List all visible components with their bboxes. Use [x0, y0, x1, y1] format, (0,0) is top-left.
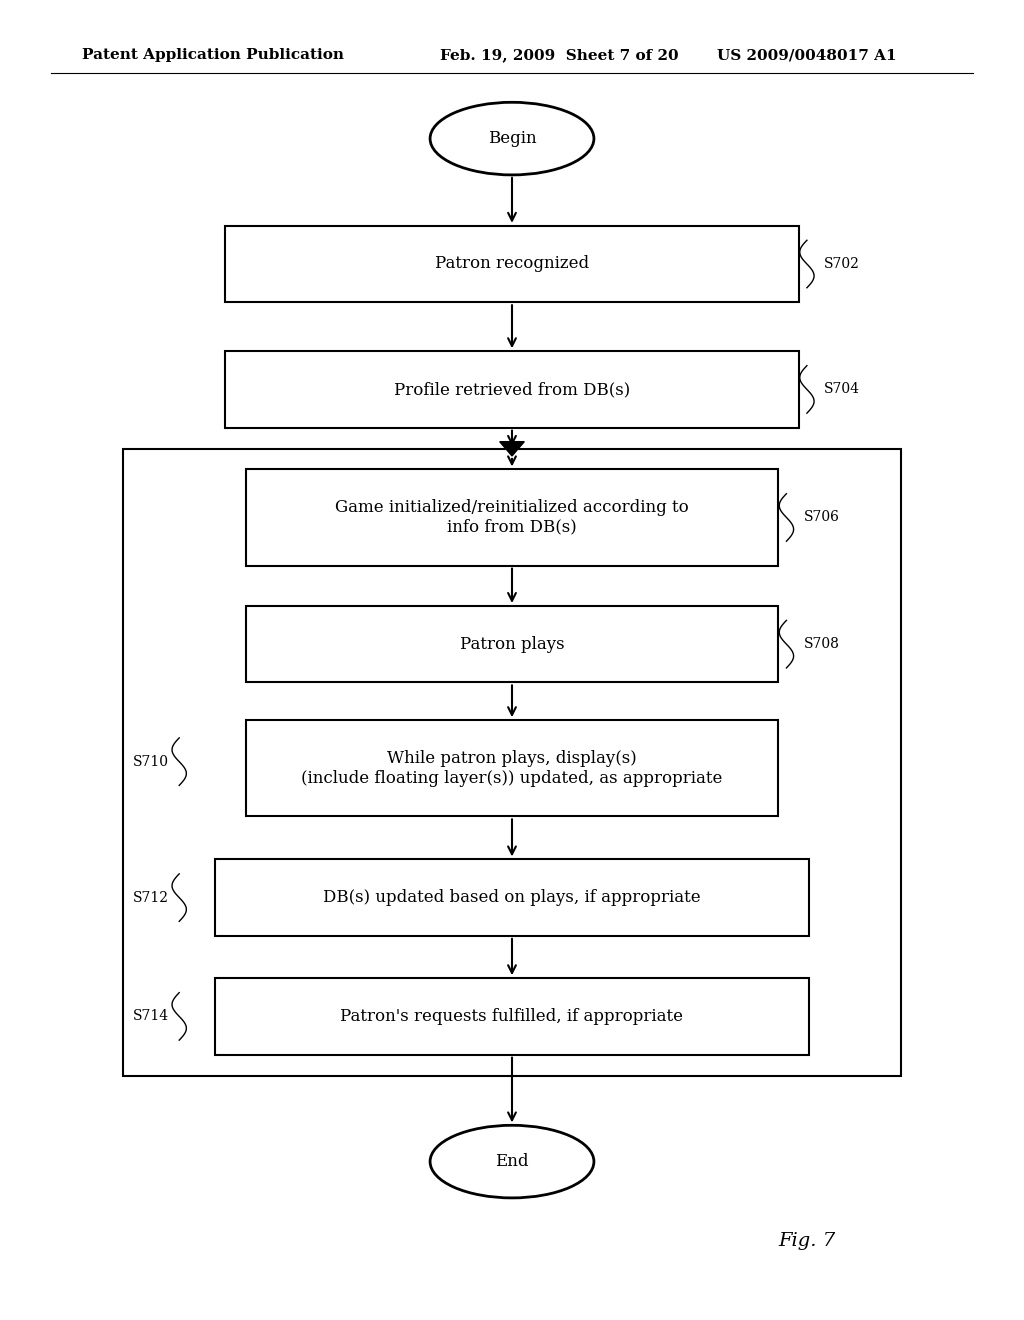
Text: S702: S702 [824, 257, 860, 271]
Text: End: End [496, 1154, 528, 1170]
Text: Patron plays: Patron plays [460, 636, 564, 652]
Text: Patron recognized: Patron recognized [435, 256, 589, 272]
Text: S714: S714 [133, 1010, 169, 1023]
Text: US 2009/0048017 A1: US 2009/0048017 A1 [717, 49, 896, 62]
Text: S712: S712 [133, 891, 169, 904]
Text: Profile retrieved from DB(s): Profile retrieved from DB(s) [394, 381, 630, 397]
Bar [123, 449, 901, 1076]
Polygon shape [500, 442, 512, 455]
Text: Begin: Begin [487, 131, 537, 147]
Text: Patron's requests fulfilled, if appropriate: Patron's requests fulfilled, if appropri… [341, 1008, 683, 1024]
Bar [225, 226, 799, 302]
Text: S708: S708 [804, 638, 840, 651]
Bar [215, 859, 809, 936]
Text: S706: S706 [804, 511, 840, 524]
Text: S704: S704 [824, 383, 860, 396]
Text: S710: S710 [133, 755, 169, 768]
Polygon shape [512, 442, 524, 455]
Text: Game initialized/reinitialized according to
info from DB(s): Game initialized/reinitialized according… [335, 499, 689, 536]
Text: Patent Application Publication: Patent Application Publication [82, 49, 344, 62]
Bar [246, 721, 778, 816]
Text: Fig. 7: Fig. 7 [778, 1232, 836, 1250]
Bar [246, 470, 778, 565]
Bar [225, 351, 799, 428]
Bar [215, 978, 809, 1055]
Text: While patron plays, display(s)
(include floating layer(s)) updated, as appropria: While patron plays, display(s) (include … [301, 750, 723, 787]
Bar [246, 606, 778, 682]
Text: DB(s) updated based on plays, if appropriate: DB(s) updated based on plays, if appropr… [324, 890, 700, 906]
Text: Feb. 19, 2009  Sheet 7 of 20: Feb. 19, 2009 Sheet 7 of 20 [440, 49, 679, 62]
